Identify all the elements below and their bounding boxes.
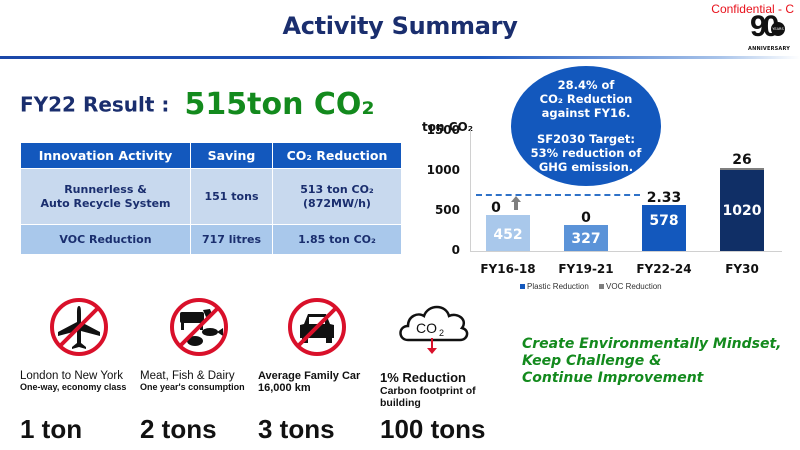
legend-swatch xyxy=(520,284,525,289)
bar-top-label: 0 xyxy=(581,210,591,226)
bar-top-label: 26 xyxy=(732,152,752,168)
anniversary-logo: 90 YEARS ANNIVERSARY xyxy=(748,10,791,56)
legend-item: Plastic Reduction xyxy=(520,282,589,291)
logo-years: YEARS xyxy=(771,22,785,36)
y-axis-label: ton CO₂ xyxy=(422,120,473,134)
table-header-row: Innovation Activity Saving CO₂ Reduction xyxy=(20,142,402,169)
fy-result: FY22 Result : 515ton CO₂ xyxy=(20,87,375,122)
saving-cell: 151 tons xyxy=(190,168,273,225)
page-title: Activity Summary xyxy=(282,12,518,40)
table-row: VOC Reduction 717 litres 1.85 ton CO₂ xyxy=(20,224,402,255)
no-car-icon xyxy=(288,298,346,356)
bar-value: 327 xyxy=(571,231,601,247)
chart-legend: Plastic Reduction VOC Reduction xyxy=(520,282,670,291)
y-tick: 500 xyxy=(434,203,460,217)
header-divider xyxy=(0,56,800,59)
bar-fy30: 1020 xyxy=(720,170,764,251)
x-tick: FY16-18 xyxy=(480,262,536,276)
column-header: CO₂ Reduction xyxy=(272,142,402,169)
co2-cell: 1.85 ton CO₂ xyxy=(272,224,402,255)
no-meat-fish-dairy-icon xyxy=(170,298,228,356)
y-tick: 1000 xyxy=(426,163,460,177)
y-tick: 1500 xyxy=(426,123,460,137)
legend-item: VOC Reduction xyxy=(599,282,662,291)
result-value: 515ton CO₂ xyxy=(184,87,375,122)
x-axis xyxy=(470,251,782,252)
bar-value: 578 xyxy=(649,213,679,229)
fact-car: Average Family Car 16,000 km 3 tons xyxy=(258,296,360,444)
bar-top-label: 0 xyxy=(491,200,501,216)
arrow-stem xyxy=(514,201,518,210)
column-header: Saving xyxy=(190,142,273,169)
innovation-activity-table: Innovation Activity Saving CO₂ Reduction… xyxy=(20,142,402,255)
bar-top-label: 2.33 xyxy=(646,190,682,206)
bar-fy22-24: 578 xyxy=(642,205,686,251)
fact-building: CO 2 1% Reduction Carbon footprint of bu… xyxy=(380,296,486,444)
table-row: Runnerless & Auto Recycle System 151 tons… xyxy=(20,168,402,225)
co2-reduction-chart: ton CO₂ 1500 1000 500 0 452 0 327 0 578 … xyxy=(410,60,800,300)
svg-text:2: 2 xyxy=(439,328,444,338)
no-plane-icon xyxy=(50,298,108,356)
arrow-up-icon xyxy=(511,196,521,202)
fact-flight: London to New York One-way, economy clas… xyxy=(20,296,126,444)
bar-fy16-18: 452 xyxy=(486,215,530,251)
co2-cloud-down-icon: CO 2 xyxy=(399,305,469,354)
svg-text:CO: CO xyxy=(416,320,437,336)
y-tick: 0 xyxy=(451,243,460,257)
result-label: FY22 Result : xyxy=(20,92,170,117)
bar-value: 1020 xyxy=(722,203,762,219)
x-tick: FY22-24 xyxy=(636,262,692,276)
motto-text: Create Environmentally Mindset, Keep Cha… xyxy=(522,336,782,386)
reference-dashed-line xyxy=(476,194,640,196)
bar-fy30-voc xyxy=(720,168,764,170)
x-tick: FY19-21 xyxy=(558,262,614,276)
x-tick: FY30 xyxy=(725,262,759,276)
y-axis xyxy=(470,130,471,251)
activity-cell: VOC Reduction xyxy=(20,224,191,255)
bar-value: 452 xyxy=(493,227,523,243)
confidential-label: Confidential - C xyxy=(711,2,794,16)
logo-anniversary: ANNIVERSARY xyxy=(748,46,791,52)
bar-fy19-21: 327 xyxy=(564,225,608,251)
co2-cell: 513 ton CO₂ (872MW/h) xyxy=(272,168,402,225)
fact-food: Meat, Fish & Dairy One year's consumptio… xyxy=(140,296,245,444)
activity-cell: Runnerless & Auto Recycle System xyxy=(20,168,191,225)
column-header: Innovation Activity xyxy=(20,142,191,169)
legend-swatch xyxy=(599,284,605,289)
target-callout-bubble: 28.4% of CO₂ Reduction against FY16. SF2… xyxy=(511,66,661,186)
saving-cell: 717 litres xyxy=(190,224,273,255)
